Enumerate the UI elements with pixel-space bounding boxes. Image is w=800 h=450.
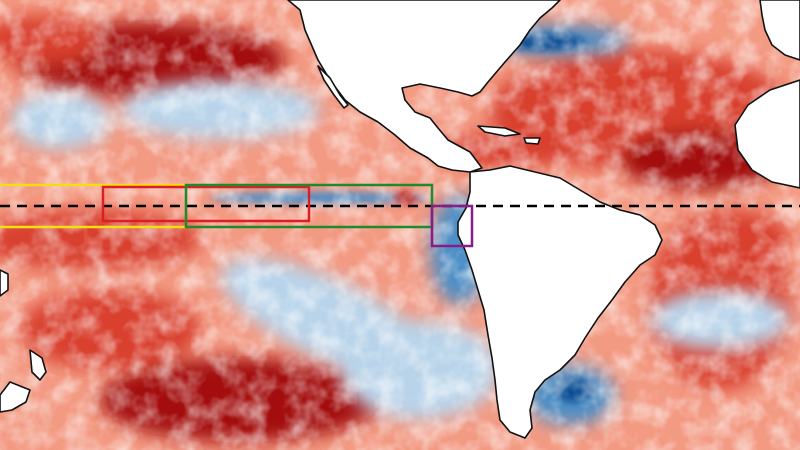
new-zealand-north bbox=[29, 349, 47, 381]
greenland-northeast bbox=[759, 0, 800, 61]
baja-california bbox=[317, 65, 349, 109]
north-america-landmass bbox=[287, 0, 561, 173]
index-regions bbox=[0, 183, 474, 248]
south-america-landmass bbox=[457, 165, 663, 439]
new-zealand-south bbox=[0, 381, 31, 413]
hispaniola-island bbox=[523, 137, 541, 145]
australia-east-edge bbox=[0, 269, 9, 297]
region-box-red bbox=[101, 185, 311, 223]
region-box-purple bbox=[430, 204, 474, 248]
africa-west bbox=[734, 79, 800, 189]
region-box-yellow bbox=[0, 183, 186, 229]
land-layer bbox=[0, 0, 800, 439]
cuba-island bbox=[477, 125, 521, 137]
